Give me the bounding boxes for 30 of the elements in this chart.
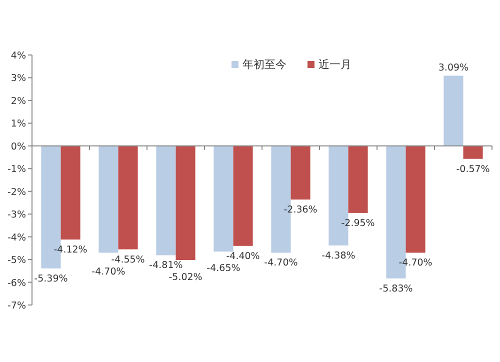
data-label: -4.70% [92,266,126,278]
data-label: 3.09% [438,62,469,74]
data-label: -5.39% [34,273,68,284]
data-label: -4.38% [322,250,356,262]
data-label: -4.40% [226,250,260,262]
data-label: -4.70% [264,258,298,269]
data-label: -4.65% [206,262,240,274]
y-tick-label: -3% [8,210,26,221]
legend-label: 近一月 [318,58,352,71]
data-label: -0.57% [456,164,490,175]
data-label: -4.55% [111,254,145,266]
y-tick-label: -5% [8,255,26,266]
data-label: -4.81% [149,260,183,272]
data-label: -2.95% [341,218,375,229]
legend-label: 年初至今 [242,58,286,71]
data-label: -4.12% [54,244,88,256]
y-tick-label: -6% [8,278,26,289]
y-tick-label: -4% [8,232,26,244]
y-tick-label: 1% [10,118,26,130]
y-tick-label: 0% [10,141,26,152]
y-tick-label: 4% [10,50,26,62]
data-label: -4.70% [398,258,432,269]
data-label: -5.02% [168,272,202,284]
data-label: -5.83% [379,283,413,294]
y-tick-label: -1% [8,164,26,176]
y-tick-label: 3% [10,73,26,84]
y-tick-label: -7% [8,300,26,312]
y-tick-label: -2% [8,186,26,198]
y-tick-label: 2% [10,96,26,107]
data-label: -2.36% [284,204,318,216]
